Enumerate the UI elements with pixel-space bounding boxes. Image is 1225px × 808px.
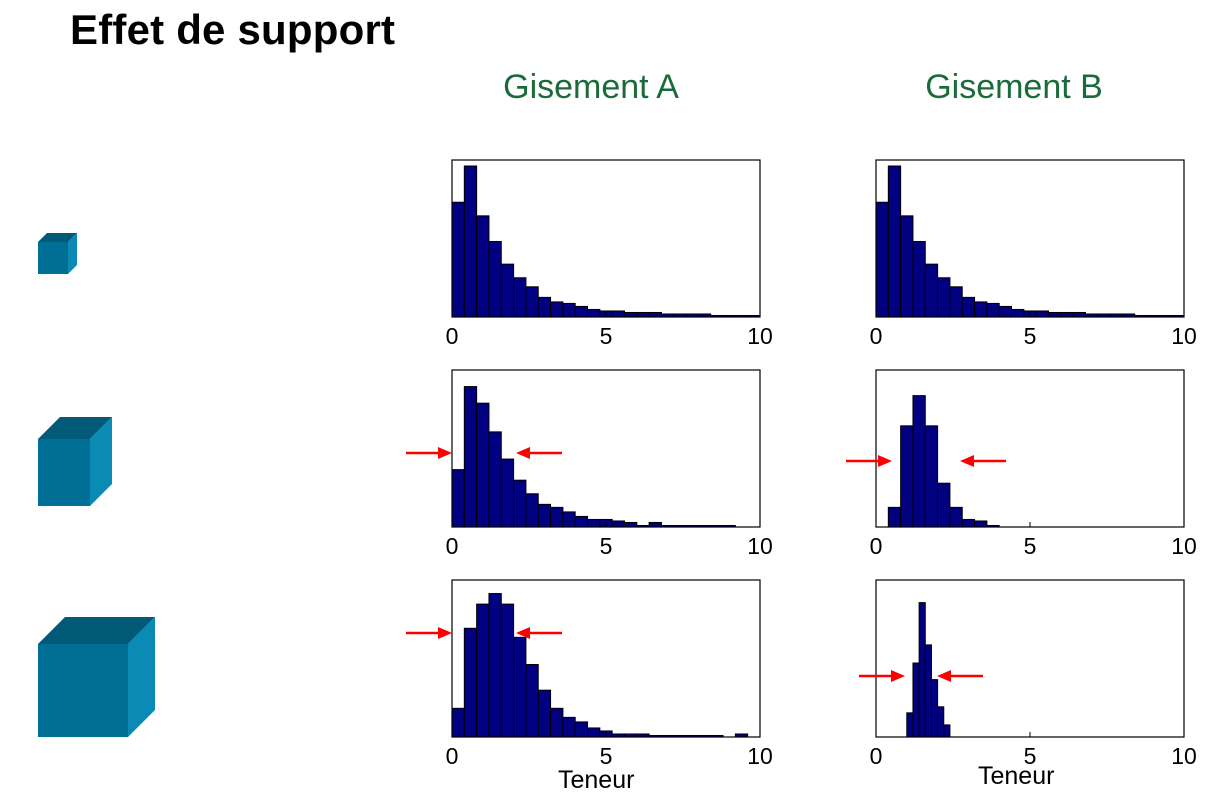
x-tick-label: 5 [1024,323,1037,349]
page-title: Effet de support [70,6,396,53]
x-tick-label: 5 [600,533,613,559]
x-tick-label: 0 [870,743,883,769]
red-arrow-icon [859,670,905,682]
x-tick-label: 5 [1024,533,1037,559]
x-tick-label: 0 [446,743,459,769]
x-tick-label: 10 [1171,323,1197,349]
x-tick-label: 10 [1171,533,1197,559]
x-axis-label-gisement-a: Teneur [558,766,635,794]
column-header-gisement-a: Gisement A [503,68,679,106]
red-arrow-icon [937,670,983,682]
histogram-gisement-b-small-support: 0 5 10 [870,159,1197,349]
column-header-gisement-b: Gisement B [925,68,1103,106]
histogram-gisement-b-large-support: 0 5 10 [870,579,1197,769]
x-tick-label: 0 [870,323,883,349]
x-tick-label: 10 [747,533,773,559]
x-tick-label: 0 [446,323,459,349]
x-tick-label: 10 [747,323,773,349]
x-axis-label-gisement-b: Teneur [978,762,1055,790]
histogram-gisement-b-medium-support: 0 5 10 [870,369,1197,559]
small-cube-icon [38,233,77,274]
x-tick-label: 5 [1024,743,1037,769]
x-tick-label: 5 [600,743,613,769]
x-tick-label: 0 [446,533,459,559]
red-arrow-icon [960,455,1006,467]
x-tick-label: 10 [1171,743,1197,769]
x-tick-label: 5 [600,323,613,349]
medium-cube-icon [38,417,112,506]
x-tick-label: 0 [870,533,883,559]
red-arrow-icon [406,447,452,459]
x-tick-label: 10 [747,743,773,769]
red-arrow-icon [516,627,562,639]
large-cube-icon [38,617,155,737]
red-arrow-icon [516,447,562,459]
red-arrow-icon [846,455,892,467]
histogram-gisement-a-medium-support: 0 5 10 [446,369,773,559]
histogram-gisement-a-large-support: 0 5 10 [446,579,773,769]
histogram-gisement-a-small-support: 0 5 10 [446,159,773,349]
red-arrow-icon [406,627,452,639]
